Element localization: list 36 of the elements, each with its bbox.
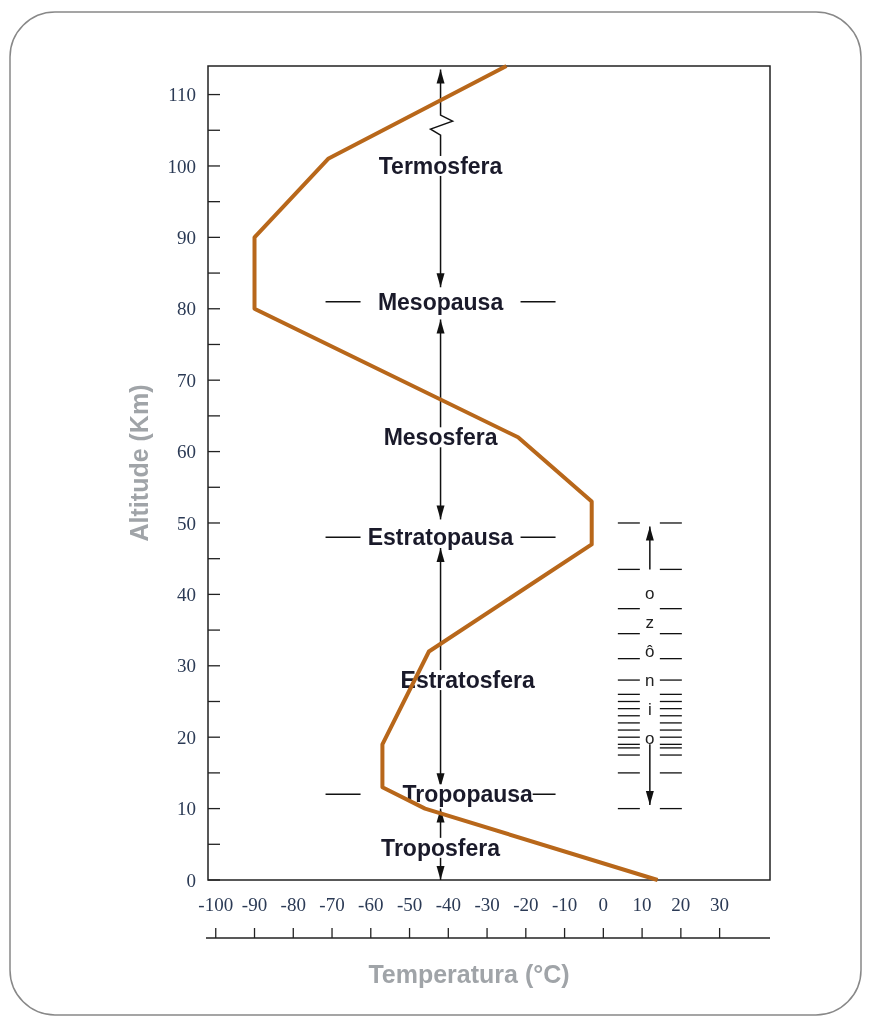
y-tick-label: 100: [167, 155, 196, 177]
x-tick-label: -70: [319, 894, 345, 915]
annotation: Estratopausa: [367, 524, 514, 551]
y-tick-label: 110: [168, 84, 196, 106]
annotation: ozônio: [645, 584, 655, 749]
annotation: Tropopausa: [402, 781, 534, 808]
x-tick-label: -60: [358, 894, 384, 915]
x-tick-label: -90: [241, 894, 268, 915]
y-tick-label: 80: [177, 298, 196, 320]
x-tick-label: -40: [435, 894, 461, 915]
x-tick-label: -30: [474, 894, 500, 915]
annotation: Mesopausa: [377, 288, 504, 315]
x-tick-label: 0: [598, 894, 609, 915]
x-tick-label: -100: [198, 894, 234, 915]
y-axis-title: Altitude (Km): [125, 384, 153, 542]
line-series: [252, 64, 660, 882]
x-axis-title: Temperatura (°C): [368, 960, 570, 988]
x-tick-label: 20: [671, 894, 691, 915]
y-tick-label: 20: [177, 726, 196, 748]
y-tick-label: 50: [177, 512, 196, 534]
y-tick-label: 70: [177, 369, 196, 391]
x-tick-label: -50: [396, 894, 423, 915]
y-tick-label: 90: [177, 227, 196, 249]
x-tick-label: 10: [632, 894, 652, 915]
y-tick-label: 0: [186, 869, 196, 891]
y-tick-label: 40: [177, 584, 196, 606]
x-tick-label: 30: [710, 894, 730, 915]
y-tick-label: 60: [177, 441, 196, 463]
annotation: Mesosfera: [383, 424, 498, 451]
annotation: Troposfera: [381, 834, 501, 861]
y-tick-label: 10: [177, 798, 196, 820]
x-tick-label: -20: [513, 894, 539, 915]
y-tick-label: 30: [177, 655, 196, 677]
x-tick-label: -10: [551, 894, 578, 915]
x-tick-label: -80: [280, 894, 306, 915]
annotation: Termosfera: [378, 153, 503, 180]
